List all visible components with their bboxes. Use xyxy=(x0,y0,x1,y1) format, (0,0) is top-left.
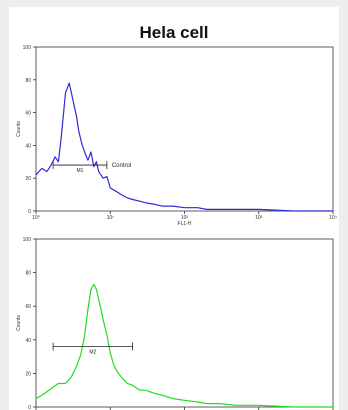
y-tick-label: 100 xyxy=(23,237,32,243)
control-annotation: Control xyxy=(112,163,131,169)
y-axis-label: Counts xyxy=(16,315,22,331)
y-tick-label: 80 xyxy=(25,271,31,277)
y-tick-label: 60 xyxy=(25,304,31,310)
y-tick-label: 0 xyxy=(28,405,31,410)
y-tick-label: 60 xyxy=(25,111,31,117)
y-tick-label: 40 xyxy=(25,338,31,344)
x-tick-label: 10⁴ xyxy=(329,215,337,221)
y-tick-label: 20 xyxy=(25,176,31,182)
x-tick-label: 10¹ xyxy=(107,215,115,221)
control-histogram xyxy=(35,82,333,212)
x-tick-label: 10⁰ xyxy=(32,215,40,221)
y-tick-label: 100 xyxy=(23,45,32,51)
figure: Hela cell 0 20 40 60 80 100 10⁰ 10¹ 10² 10³ 10⁴ FL1… xyxy=(9,7,339,410)
x-axis-label: FL1-H xyxy=(178,221,192,227)
histogram-plots: 0 20 40 60 80 100 10⁰ 10¹ 10² 10³ 10⁴ FL1-H Counts M1… xyxy=(16,45,337,410)
y-tick-label: 20 xyxy=(25,371,31,377)
x-tick-label: 10³ xyxy=(255,215,263,221)
y-tick-label: 80 xyxy=(25,78,31,84)
plot-frame-1 xyxy=(35,46,334,212)
gate-label: M2 xyxy=(89,350,96,356)
chart-title: Hela cell xyxy=(139,23,209,42)
y-tick-label: 40 xyxy=(25,143,31,149)
x-tick-label: 10² xyxy=(181,215,189,221)
gate-label: M1 xyxy=(77,168,84,174)
plot-frame-2 xyxy=(35,238,334,408)
y-axis-label: Counts xyxy=(16,121,22,137)
sample-histogram xyxy=(35,283,333,408)
y-tick-label: 0 xyxy=(28,209,31,215)
